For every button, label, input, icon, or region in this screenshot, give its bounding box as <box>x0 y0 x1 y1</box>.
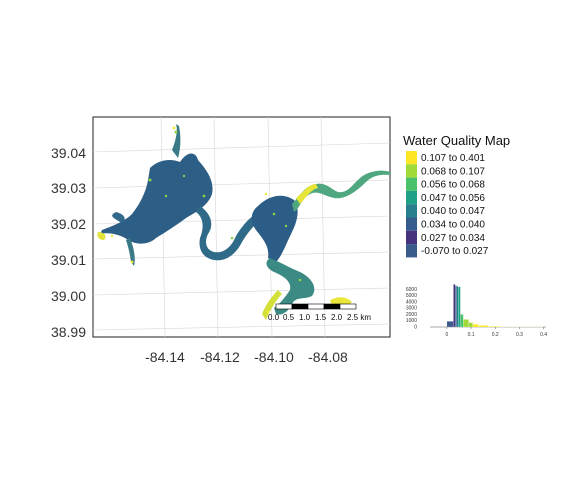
legend-label: -0.070 to 0.027 <box>421 246 489 257</box>
legend-swatch <box>406 190 417 205</box>
hist-bar <box>458 286 461 328</box>
hist-y-tick-label: 4000 <box>406 299 417 305</box>
x-tick-label: -84.08 <box>308 349 348 365</box>
y-tick-label: 39.00 <box>51 288 86 304</box>
x-tick-label: -84.10 <box>254 349 294 365</box>
y-tick-label: 39.04 <box>51 145 86 161</box>
legend-swatch <box>406 217 417 231</box>
y-tick-label: 39.01 <box>51 252 86 268</box>
hist-bar <box>453 284 456 328</box>
scale-label-5: 2.5 km <box>347 313 371 322</box>
legend-label: 0.068 to 0.107 <box>421 166 485 177</box>
legend-label: 0.034 to 0.040 <box>421 220 485 231</box>
scale-label-2: 1.0 <box>299 313 311 322</box>
y-tick-label: 39.02 <box>51 216 86 232</box>
legend-title: Water Quality Map <box>403 133 510 148</box>
hist-bar <box>472 324 479 328</box>
hist-bar <box>478 325 489 328</box>
scale-label-0: 0.0 <box>268 313 280 322</box>
hist-y-tick-label: 1000 <box>406 318 417 324</box>
hist-x-tick-label: 0.4 <box>540 332 547 338</box>
y-tick-label: 39.03 <box>51 180 86 196</box>
scale-bar: 0.0 0.5 1.0 1.5 2.0 2.5 km <box>268 303 371 322</box>
hist-y-tick-label: 0 <box>414 325 417 331</box>
hist-bar <box>468 322 473 328</box>
map-panel: 0.0 0.5 1.0 1.5 2.0 2.5 km 39.04 39.03 3… <box>51 116 391 365</box>
hist-bar <box>460 314 464 328</box>
hist-y-tick-label: 6000 <box>406 287 417 293</box>
hist-x-tick-label: 0.3 <box>516 332 523 338</box>
legend-swatch <box>406 151 417 165</box>
hist-x-tick-label: 0 <box>446 332 449 338</box>
hist-bar <box>463 319 469 328</box>
scale-label-3: 1.5 <box>315 313 327 322</box>
hist-y-tick-label: 3000 <box>406 306 417 312</box>
legend-label: 0.047 to 0.056 <box>421 193 485 204</box>
scale-label-1: 0.5 <box>283 313 295 322</box>
hist-bar <box>487 326 501 328</box>
hist-y-tick-label: 5000 <box>406 293 417 299</box>
hist-bar <box>456 286 459 328</box>
legend-swatch <box>406 164 417 178</box>
legend-swatch <box>406 204 417 218</box>
hist-bar <box>455 285 457 328</box>
legend: Water Quality Map 0.107 to 0.401 0.068 to… <box>403 133 510 258</box>
x-tick-label: -84.14 <box>145 349 185 365</box>
legend-swatch <box>406 244 417 258</box>
legend-label: 0.056 to 0.068 <box>421 180 485 191</box>
legend-swatch <box>406 230 417 245</box>
hist-bar <box>446 321 454 328</box>
legend-swatch <box>406 177 417 191</box>
scale-label-4: 2.0 <box>331 313 343 322</box>
legend-label: 0.107 to 0.401 <box>421 153 485 164</box>
x-tick-label: -84.12 <box>200 349 240 365</box>
legend-label: 0.027 to 0.034 <box>421 233 485 244</box>
hist-x-tick-label: 0.1 <box>468 332 475 338</box>
hist-y-tick-label: 2000 <box>406 312 417 318</box>
legend-label: 0.040 to 0.047 <box>421 206 485 217</box>
hist-x-tick-label: 0.2 <box>492 332 499 338</box>
y-tick-label: 38.99 <box>51 324 86 340</box>
